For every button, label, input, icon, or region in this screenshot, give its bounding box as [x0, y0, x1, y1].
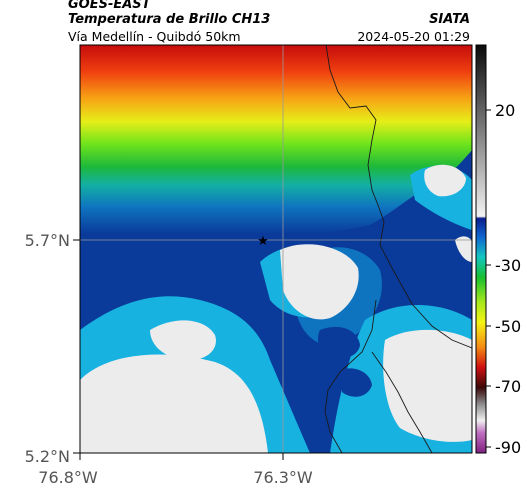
border-line	[325, 45, 472, 349]
lat-tick-label: 5.2°N	[25, 447, 70, 466]
lon-tick-label: 76.3°W	[253, 468, 313, 487]
colorbar-tick-label: -30	[495, 256, 521, 275]
colorbar-tick-label: -70	[495, 377, 521, 396]
colorbar-tick-label: -90	[495, 438, 521, 457]
location-marker-icon: ★	[257, 234, 269, 249]
timestamp-label: 2024-05-20 01:29	[357, 29, 470, 44]
lat-tick-labels: 5.7°N 5.2°N	[25, 231, 80, 466]
colorbar-tick-label: 20	[495, 101, 515, 120]
colorbar-tick-label: -50	[495, 317, 521, 336]
lon-tick-label: 76.8°W	[38, 468, 98, 487]
satellite-title: GOES-EAST	[68, 0, 151, 12]
river-line	[371, 351, 433, 453]
route-subtitle: Vía Medellín - Quibdó 50km	[68, 29, 241, 44]
lat-tick-label: 5.7°N	[25, 231, 70, 250]
colorbar: 20 -30 -50 -70 -90	[475, 44, 521, 457]
agency-label: SIATA	[429, 12, 470, 27]
map-frame	[79, 44, 473, 454]
product-title: Temperatura de Brillo CH13	[68, 12, 271, 27]
lon-tick-labels: 76.8°W 76.3°W	[38, 453, 313, 487]
brightness-temperature-field	[80, 45, 472, 453]
coastline	[324, 299, 377, 453]
colorbar-ramp	[475, 44, 487, 454]
